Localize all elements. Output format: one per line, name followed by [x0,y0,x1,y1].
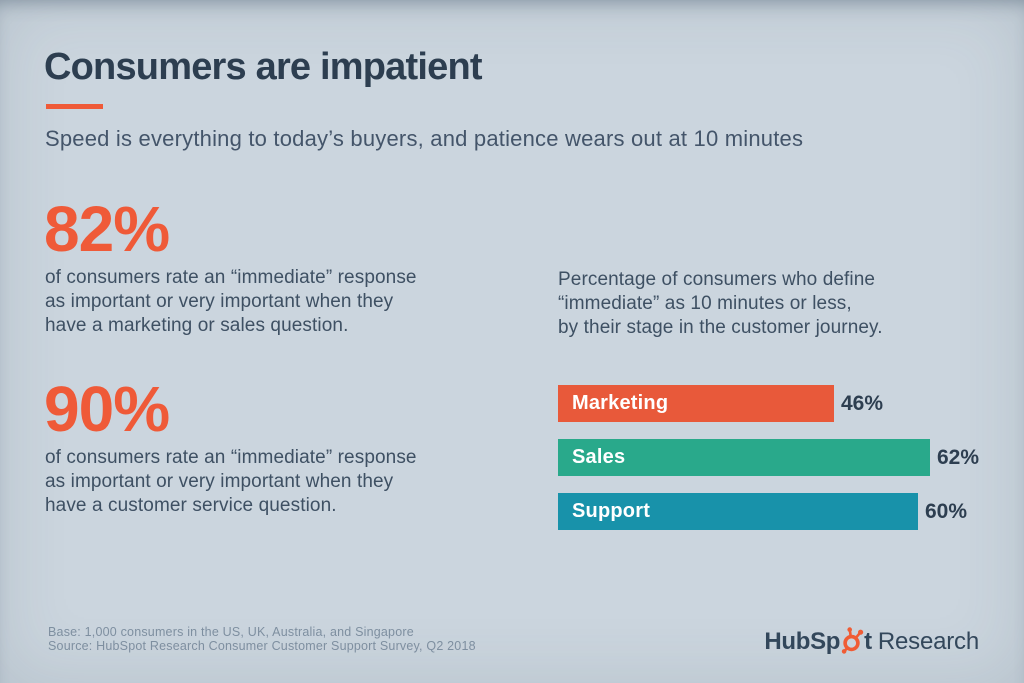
bar-row-sales: Sales 62% [558,439,979,476]
bar-label-support: Support [572,500,651,522]
base-note-line: Base: 1,000 consumers in the US, UK, Aus… [48,625,414,639]
stat-description-customer-service: of consumers rate an “immediate” respons… [45,447,417,516]
bar-value-support: 60% [925,499,968,523]
logo-text-research: Research [877,628,979,655]
chart-description: Percentage of consumers who define “imme… [558,269,883,338]
bar-marketing: Marketing [558,385,834,422]
hubspot-research-logo: HubSp t Research [764,626,979,657]
hubspot-sprocket-icon [841,626,864,654]
source-note-line: Source: HubSpot Research Consumer Custom… [48,639,476,653]
page-title: Consumers are impatient [44,46,483,88]
subtitle: Speed is everything to today’s buyers, a… [45,126,804,151]
stat-description-marketing-sales: of consumers rate an “immediate” respons… [45,267,417,336]
bar-label-sales: Sales [572,446,626,468]
bar-value-marketing: 46% [841,391,884,415]
source-note: Base: 1,000 consumers in the US, UK, Aus… [48,625,476,653]
bar-chart: Marketing 46% Sales 62% Support 60% [558,385,979,547]
bar-sales: Sales [558,439,930,476]
bar-row-support: Support 60% [558,493,979,530]
stat-value-customer-service: 90% [44,373,170,445]
bar-label-marketing: Marketing [572,392,669,414]
stat-value-marketing-sales: 82% [44,193,170,265]
logo-text-hubsp: HubSp [764,628,841,655]
logo-text-t: t [864,628,872,655]
bar-value-sales: 62% [937,445,980,469]
bar-row-marketing: Marketing 46% [558,385,979,422]
bar-support: Support [558,493,918,530]
title-underline [46,104,103,109]
